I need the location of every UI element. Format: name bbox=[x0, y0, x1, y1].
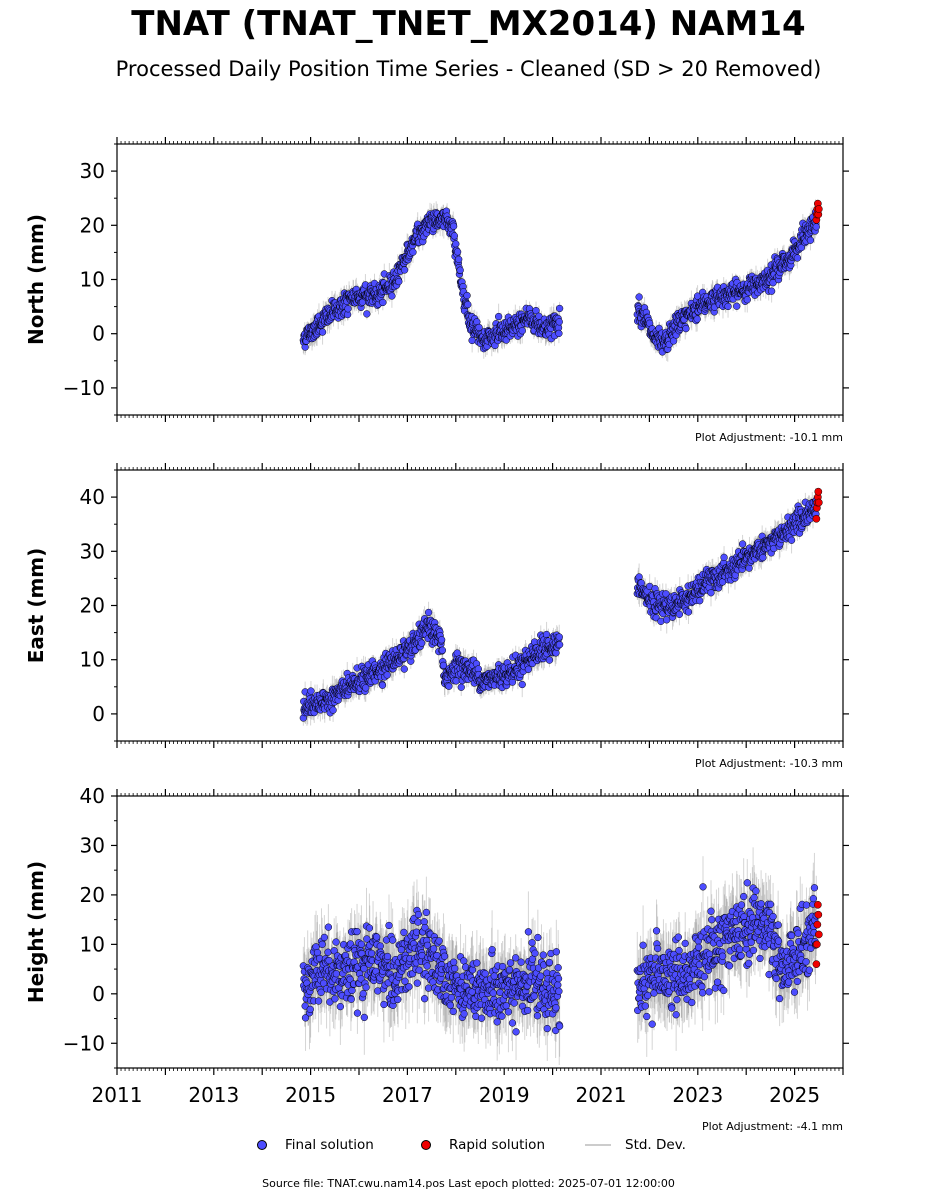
y-tick-label: 0 bbox=[92, 322, 105, 346]
final-point bbox=[696, 597, 704, 605]
final-point bbox=[545, 656, 554, 664]
final-point bbox=[418, 639, 426, 647]
final-point bbox=[769, 279, 777, 287]
final-point bbox=[445, 682, 453, 690]
final-point bbox=[383, 671, 391, 679]
final-point bbox=[388, 292, 396, 300]
final-point bbox=[424, 608, 433, 617]
final-point bbox=[684, 608, 693, 616]
chart-subtitle: Processed Daily Position Time Series - C… bbox=[115, 57, 822, 81]
final-point bbox=[508, 678, 517, 686]
final-point bbox=[555, 318, 563, 326]
final-point bbox=[409, 248, 417, 256]
y-axis-label: North (mm) bbox=[24, 214, 48, 345]
final-point bbox=[793, 254, 802, 262]
final-point bbox=[555, 304, 564, 313]
final-point bbox=[518, 327, 526, 335]
final-point bbox=[812, 223, 820, 231]
final-point bbox=[452, 240, 460, 248]
final-point bbox=[552, 649, 560, 657]
final-point bbox=[662, 590, 670, 598]
final-point bbox=[797, 243, 806, 252]
y-tick-label: 20 bbox=[80, 213, 105, 237]
y-tick-label: 30 bbox=[80, 159, 105, 183]
final-point bbox=[379, 298, 387, 307]
final-point bbox=[456, 266, 464, 274]
final-point bbox=[542, 630, 551, 639]
final-point bbox=[450, 232, 458, 240]
final-point bbox=[400, 665, 408, 673]
final-point bbox=[395, 277, 403, 286]
final-point bbox=[449, 222, 458, 230]
final-point bbox=[532, 306, 540, 315]
final-point bbox=[455, 255, 463, 263]
final-point bbox=[400, 266, 409, 274]
final-point bbox=[318, 328, 327, 336]
final-point bbox=[439, 661, 448, 670]
rapid-points bbox=[812, 199, 823, 224]
final-point bbox=[437, 636, 446, 644]
final-point bbox=[518, 680, 526, 689]
final-point bbox=[724, 302, 732, 311]
final-point bbox=[767, 287, 776, 295]
final-point bbox=[720, 553, 728, 561]
final-point bbox=[806, 236, 815, 244]
final-points bbox=[299, 207, 820, 356]
final-point bbox=[555, 329, 563, 338]
final-point bbox=[453, 248, 462, 256]
final-point bbox=[682, 324, 690, 333]
y-tick-label: −10 bbox=[63, 376, 105, 400]
final-point bbox=[635, 293, 643, 301]
final-point bbox=[362, 684, 370, 692]
final-point bbox=[457, 683, 465, 691]
final-point bbox=[468, 336, 476, 345]
final-point bbox=[707, 589, 715, 597]
std-dev-bars bbox=[302, 487, 817, 726]
plot-area bbox=[299, 487, 823, 726]
final-point bbox=[438, 646, 447, 654]
final-point bbox=[555, 633, 563, 641]
final-point bbox=[452, 677, 460, 685]
final-point bbox=[344, 305, 352, 313]
final-point bbox=[464, 300, 472, 309]
final-point bbox=[693, 315, 701, 323]
final-point bbox=[307, 687, 315, 695]
final-point bbox=[378, 681, 387, 689]
plot-adjustment-note: Plot Adjustment: -10.1 mm bbox=[695, 431, 843, 444]
final-point bbox=[743, 296, 751, 304]
chart-title: TNAT (TNAT_TNET_MX2014) NAM14 bbox=[131, 4, 806, 44]
final-point bbox=[555, 640, 564, 649]
final-point bbox=[524, 665, 533, 673]
panel-1: −10 0 10 20 30 North (mm) Plot Adjustment: -10… bbox=[24, 137, 849, 444]
final-points bbox=[299, 496, 820, 722]
final-point bbox=[733, 302, 741, 310]
rapid-point bbox=[814, 205, 823, 213]
final-point bbox=[675, 610, 684, 618]
plot-area bbox=[299, 199, 823, 362]
final-point bbox=[494, 312, 503, 321]
final-point bbox=[329, 706, 337, 714]
final-point bbox=[463, 291, 471, 300]
final-point bbox=[363, 310, 371, 318]
y-tick-label: 10 bbox=[80, 268, 105, 292]
